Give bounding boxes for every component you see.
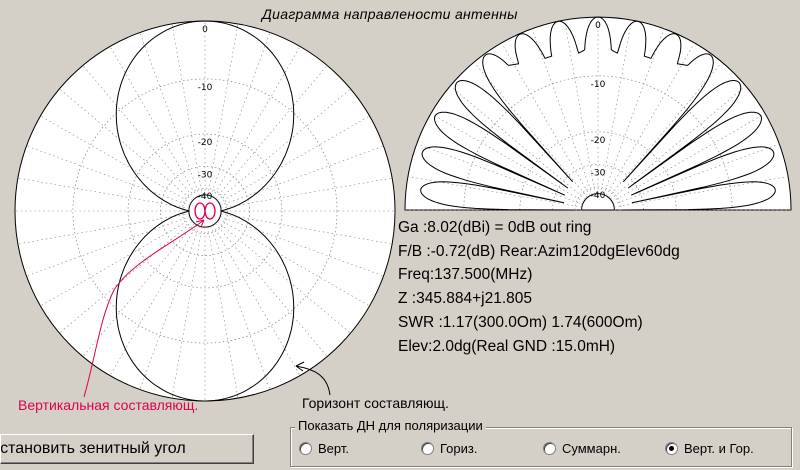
elevation-grid-arc: [519, 131, 677, 211]
azimuth-grid-spoke: [171, 23, 203, 196]
azimuth-grid-spoke: [215, 65, 328, 199]
radio-horizontal[interactable]: Гориз.: [421, 441, 477, 456]
azimuth-grid-spoke: [220, 145, 384, 206]
azimuth-ring-label: -30: [198, 170, 213, 180]
azimuth-grid-ring: [127, 133, 283, 289]
azimuth-grid-spoke: [218, 115, 370, 204]
vertical-component-label: Вертикальная составляющ.: [18, 397, 199, 413]
elevation-polar-plot: 0 -10 -20 -30 -40: [404, 16, 792, 211]
impedance-readout: Z :345.884+j21.805: [398, 290, 533, 308]
azimuth-grid-spoke: [220, 216, 384, 277]
vertical-pointer-arrow: [83, 219, 205, 398]
azimuth-grid-spoke: [26, 145, 190, 206]
azimuth-horizontal-trace: [115, 20, 295, 402]
azimuth-grid-spoke: [212, 224, 301, 376]
radio-sum[interactable]: Суммарн.: [543, 441, 621, 456]
azimuth-grid-spoke: [17, 213, 190, 245]
azimuth-vertical-lobe-right: [204, 202, 216, 220]
azimuth-grid-spoke: [40, 218, 192, 307]
azimuth-grid-spoke: [139, 226, 200, 390]
antenna-info-panel: Ga :8.02(dBi) = 0dB out ring F/B :-0.72(…: [398, 216, 680, 358]
elevation-grid-arc: [463, 75, 733, 211]
azimuth-grid-spoke: [212, 46, 301, 198]
azimuth-ring-label: -10: [198, 83, 213, 93]
azimuth-grid-spoke: [217, 88, 351, 201]
azimuth-grid-spoke: [26, 216, 190, 277]
horizontal-pointer-arrow: [295, 365, 331, 396]
label-pointers: [83, 219, 331, 398]
azimuth-grid-spoke: [217, 221, 351, 334]
set-zenith-angle-label: Установить зенитный угол: [0, 440, 186, 457]
radio-vertical[interactable]: Верт.: [299, 441, 349, 456]
radio-sum-dot[interactable]: [543, 442, 556, 455]
polarization-legend: Показать ДН для поляризации: [295, 418, 486, 433]
azimuth-ring-label: -40: [198, 192, 213, 202]
elevation-readout: Elev:2.0dg(Real GND :15.0mH): [398, 337, 616, 355]
swr-readout: SWR :1.17(300.0Om) 1.74(600Om): [398, 313, 643, 331]
azimuth-grid-spoke: [82, 65, 195, 199]
gain-readout: Ga :8.02(dBi) = 0dB out ring: [398, 219, 592, 236]
azimuth-grid-spoke: [207, 23, 239, 196]
vertical-pointer-arrowhead: [195, 219, 205, 228]
polarization-groupbox: Показать ДН для поляризации Верт. Гориз.…: [290, 418, 792, 467]
azimuth-grid-spoke: [210, 226, 271, 390]
azimuth-polar-plot: 0 -10 -20 -30 -40: [14, 20, 396, 402]
azimuth-ring-label: -20: [198, 138, 213, 148]
azimuth-grid-spoke: [59, 88, 193, 201]
azimuth-grid-spoke: [215, 223, 328, 357]
azimuth-ring-label: 0: [202, 25, 208, 35]
elevation-grid-arc: [574, 186, 622, 211]
azimuth-grid-spoke: [218, 218, 370, 307]
diagram-title: Диаграмма направлености антенны: [262, 6, 518, 22]
radio-horizontal-label: Гориз.: [440, 441, 478, 456]
azimuth-grid-ring: [72, 78, 338, 344]
radio-horizontal-dot[interactable]: [421, 442, 434, 455]
azimuth-grid-spoke: [220, 213, 393, 245]
radio-sum-label: Суммарн.: [562, 441, 621, 456]
elevation-ring-label: 0: [595, 21, 601, 31]
frequency-readout: Freq:137.500(MHz): [398, 266, 533, 284]
elevation-ring-label: -30: [591, 169, 606, 179]
elevation-ring-label: -40: [591, 191, 606, 201]
azimuth-grid-spoke: [40, 115, 192, 204]
azimuth-grid-ring: [181, 187, 229, 235]
radio-vert-and-hor-label: Верт. и Гор.: [684, 441, 754, 456]
horizontal-component-label: Горизонт составляющ.: [302, 395, 449, 411]
azimuth-grid-spoke: [207, 226, 239, 399]
azimuth-grid-spoke: [17, 177, 190, 209]
radio-vertical-dot[interactable]: [299, 442, 312, 455]
elevation-ring-label: -20: [591, 136, 606, 146]
radio-vertical-label: Верт.: [318, 441, 349, 456]
horizontal-pointer-arrowhead: [295, 361, 305, 372]
set-zenith-angle-button[interactable]: Установить зенитный угол: [0, 434, 254, 464]
azimuth-grid-spoke: [171, 226, 203, 399]
elevation-grid-arc: [552, 164, 644, 211]
elevation-trace: [420, 16, 776, 211]
front-back-readout: F/B :-0.72(dB) Rear:Azim120dgElev60dg: [398, 242, 680, 260]
radio-vert-and-hor-dot[interactable]: [665, 442, 678, 455]
elevation-ring-label: -10: [591, 80, 606, 90]
azimuth-grid-spoke: [210, 32, 271, 196]
azimuth-grid-spoke: [109, 224, 198, 376]
radio-vert-and-hor[interactable]: Верт. и Гор.: [665, 441, 754, 456]
azimuth-grid-spoke: [82, 223, 195, 357]
azimuth-grid-spoke: [59, 221, 193, 334]
azimuth-grid-spoke: [139, 32, 200, 196]
elevation-outer-arc: [404, 16, 792, 211]
azimuth-grid-spoke: [109, 46, 198, 198]
azimuth-grid-spoke: [220, 177, 393, 209]
